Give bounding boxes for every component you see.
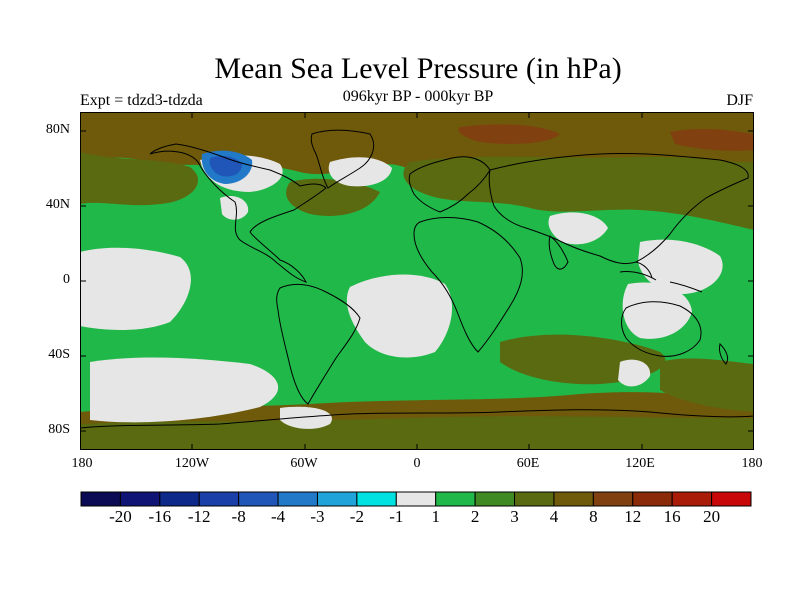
colorbar-label: -20 xyxy=(109,507,132,526)
colorbar-swatch xyxy=(277,491,318,507)
lat-ticks xyxy=(80,130,754,432)
colorbar-label: -4 xyxy=(270,507,286,526)
season-label: DJF xyxy=(726,92,753,109)
greenland-coast xyxy=(310,129,375,189)
colorbar-label: -8 xyxy=(231,507,246,526)
antarctic-olive xyxy=(80,416,754,450)
lon-label: 60E xyxy=(516,456,540,471)
colorbar-swatch xyxy=(474,491,516,507)
asia-coast xyxy=(488,152,749,265)
china-gray xyxy=(548,212,608,245)
colorbar-label: 4 xyxy=(549,507,559,526)
colorbar-swatch xyxy=(592,491,634,507)
africa-coast xyxy=(413,217,523,353)
arctic-red-patch xyxy=(458,124,560,144)
southwest-pacific-gray xyxy=(618,359,651,387)
colorbar-label: -16 xyxy=(148,507,172,526)
north-pacific-olive xyxy=(80,152,199,206)
lon-label: 60W xyxy=(290,456,318,471)
colorbar-swatch xyxy=(198,491,240,507)
south-america-coast xyxy=(276,284,361,405)
colorbar-label: 1 xyxy=(431,507,440,526)
colorbar-swatch xyxy=(119,491,161,507)
lon-label: 180 xyxy=(741,456,763,471)
eurasia-olive xyxy=(403,156,754,230)
south-atlantic-gray xyxy=(346,274,453,358)
colorbar-label: 3 xyxy=(510,507,519,526)
north-atlantic-olive xyxy=(286,178,380,216)
colorbar-label: -3 xyxy=(310,507,325,526)
map-title: Mean Sea Level Pressure (in hPa) xyxy=(214,52,622,85)
south-pacific-gray xyxy=(90,357,279,423)
lat-label: 80S xyxy=(48,422,70,437)
south-pacific-olive xyxy=(660,358,754,412)
pressure-anomaly-map xyxy=(80,112,754,450)
antarctic-gray xyxy=(280,406,332,429)
india-coast xyxy=(548,235,569,270)
colorbar-label: 8 xyxy=(589,507,598,526)
coastlines xyxy=(80,129,754,429)
colorbar-swatch xyxy=(159,491,200,507)
lat-label: 80N xyxy=(45,122,70,137)
indonesia-coast xyxy=(619,261,703,293)
lon-ticks xyxy=(191,112,643,450)
west-pacific-gray xyxy=(638,239,723,294)
colorbar-swatch xyxy=(316,491,358,507)
new-zealand-coast xyxy=(719,343,729,365)
experiment-label: Expt = tdzd3-tdzda xyxy=(80,92,203,109)
colorbar-label: 12 xyxy=(624,507,642,526)
colorbar-swatch xyxy=(671,491,713,507)
colorbar-label: 2 xyxy=(470,507,480,526)
colorbar-label: 16 xyxy=(663,507,681,526)
lat-label: 0 xyxy=(63,272,70,287)
atlantic-gray xyxy=(220,195,249,220)
colorbar-label: -12 xyxy=(187,507,211,526)
lat-label: 40S xyxy=(48,347,70,362)
australia-coast xyxy=(621,301,702,357)
lon-label: 120E xyxy=(625,456,655,471)
colorbar-swatch xyxy=(435,491,476,507)
colorbar-swatch xyxy=(395,491,437,507)
map-subtitle: 096kyr BP - 000kyr BP xyxy=(342,88,494,105)
arctic-red-patch-2 xyxy=(670,128,754,151)
antarctica-coast xyxy=(80,409,754,429)
lon-label: 120W xyxy=(174,456,210,471)
colorbar xyxy=(80,491,752,507)
colorbar-swatch xyxy=(553,491,594,507)
colorbar-swatch xyxy=(238,491,279,507)
colorbar-swatch xyxy=(80,491,121,507)
colorbar-swatch xyxy=(632,491,673,507)
europe-coast xyxy=(408,156,491,213)
tasman-gray xyxy=(622,282,692,339)
greenland-gray xyxy=(328,157,392,187)
north-america-coast xyxy=(149,143,327,283)
colorbar-swatch xyxy=(356,491,397,507)
colorbar-label: -2 xyxy=(349,507,364,526)
east-pacific-gray xyxy=(80,247,191,330)
lat-label: 40N xyxy=(45,197,70,212)
colorbar-swatch xyxy=(711,491,752,507)
colorbar-label: -1 xyxy=(389,507,404,526)
lon-label: 180 xyxy=(71,456,93,471)
colorbar-swatch xyxy=(514,491,555,507)
colorbar-label: 20 xyxy=(703,507,721,526)
lon-label: 0 xyxy=(413,456,421,471)
